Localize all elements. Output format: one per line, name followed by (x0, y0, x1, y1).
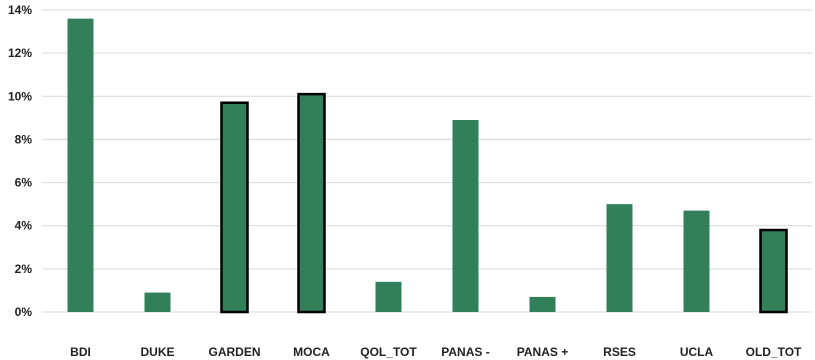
x-category-label: BDI (70, 345, 91, 359)
bars-layer (67, 18, 788, 314)
y-tick-label: 10% (8, 89, 32, 103)
y-tick-label: 2% (15, 262, 33, 276)
x-category-label: OLD_TOT (746, 345, 802, 359)
x-category-label: PANAS + (517, 345, 568, 359)
bar-moca (297, 92, 326, 314)
x-category-label: DUKE (140, 345, 174, 359)
y-tick-label: 4% (15, 219, 33, 233)
x-category-label: GARDEN (208, 345, 260, 359)
x-category-label: QOL_TOT (360, 345, 417, 359)
y-tick-label: 6% (15, 176, 33, 190)
bar-ucla (683, 210, 710, 312)
bar-qol-tot (375, 281, 402, 312)
y-tick-label: 8% (15, 132, 33, 146)
x-axis: BDI DUKE GARDEN MOCA QOL_TOT PANAS - PANAS + RS… (70, 345, 802, 359)
bar-bdi (67, 18, 94, 312)
y-axis: 0% 2% 4% 6% 8% 10% 12% 14% (8, 3, 32, 319)
x-category-label: MOCA (293, 345, 330, 359)
bar-rses (606, 204, 633, 312)
bar-panas (452, 120, 479, 312)
bar-panas (529, 296, 556, 312)
x-category-label: UCLA (680, 345, 714, 359)
bar-old-tot (759, 228, 788, 314)
x-category-label: PANAS - (441, 345, 489, 359)
y-tick-label: 14% (8, 3, 32, 17)
bar-duke (144, 292, 171, 312)
x-category-label: RSES (603, 345, 636, 359)
y-tick-label: 12% (8, 46, 32, 60)
bar-garden (220, 101, 249, 314)
grid-layer (42, 9, 812, 313)
y-tick-label: 0% (15, 305, 33, 319)
